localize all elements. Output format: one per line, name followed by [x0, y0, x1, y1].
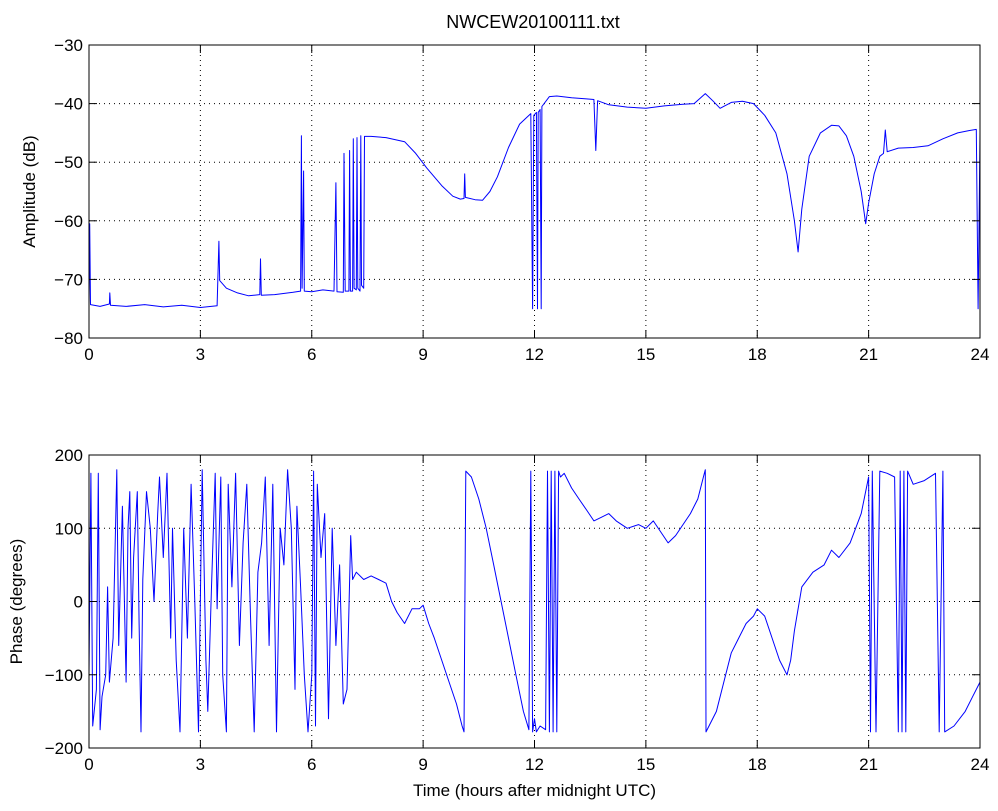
phase-axes: 0 3 6 9 12 15 18 21 24 −200 −100 0 100 200 Phase (deg…	[7, 446, 989, 800]
phase-y-tick-label: −200	[45, 739, 83, 758]
amplitude-y-axis-label: Amplitude (dB)	[20, 135, 39, 247]
amplitude-x-tick-label: 24	[971, 345, 990, 364]
phase-x-tick-label: 15	[636, 755, 655, 774]
amplitude-plot-area	[89, 45, 980, 338]
phase-y-tick-label: 200	[55, 446, 83, 465]
amplitude-x-tick-label: 9	[418, 345, 427, 364]
amplitude-x-tick-label: 0	[84, 345, 93, 364]
phase-y-tick-label: 100	[55, 519, 83, 538]
amplitude-grid	[89, 45, 980, 338]
amplitude-y-tick-label: −50	[54, 153, 83, 172]
amplitude-x-tick-label: 3	[196, 345, 205, 364]
phase-series-line	[88, 469, 981, 733]
amplitude-x-tick-label: 15	[636, 345, 655, 364]
phase-x-tick-label: 24	[971, 755, 990, 774]
phase-series	[88, 469, 981, 733]
amplitude-x-tick-label: 18	[748, 345, 767, 364]
figure-title: NWCEW20100111.txt	[446, 12, 619, 32]
amplitude-ticks: 0 3 6 9 12 15 18 21 24 −80 −70 −60 −50 −40 −30	[54, 36, 989, 364]
phase-x-tick-label: 12	[525, 755, 544, 774]
phase-x-tick-label: 21	[859, 755, 878, 774]
amplitude-x-tick-label: 12	[525, 345, 544, 364]
amplitude-series	[88, 93, 981, 310]
amplitude-y-tick-label: −30	[54, 36, 83, 55]
phase-x-tick-label: 9	[418, 755, 427, 774]
amplitude-series-line	[88, 93, 981, 310]
phase-x-tick-label: 0	[84, 755, 93, 774]
amplitude-y-tick-label: −60	[54, 212, 83, 231]
amplitude-y-tick-label: −70	[54, 270, 83, 289]
amplitude-y-tick-label: −80	[54, 329, 83, 348]
amplitude-x-tick-label: 6	[307, 345, 316, 364]
phase-grid	[89, 455, 980, 748]
phase-y-tick-label: 0	[74, 593, 83, 612]
amplitude-y-tick-label: −40	[54, 95, 83, 114]
amplitude-x-tick-label: 21	[859, 345, 878, 364]
phase-x-tick-label: 18	[748, 755, 767, 774]
phase-ticks: 0 3 6 9 12 15 18 21 24 −200 −100 0 100 200	[45, 446, 990, 774]
phase-y-axis-label: Phase (degrees)	[7, 539, 26, 665]
phase-y-tick-label: −100	[45, 666, 83, 685]
phase-x-tick-label: 3	[196, 755, 205, 774]
phase-x-tick-label: 6	[307, 755, 316, 774]
amplitude-axes: 0 3 6 9 12 15 18 21 24 −80 −70 −60 −50 −40 −30 Amplitu…	[20, 36, 989, 364]
phase-x-axis-label: Time (hours after midnight UTC)	[413, 781, 656, 800]
